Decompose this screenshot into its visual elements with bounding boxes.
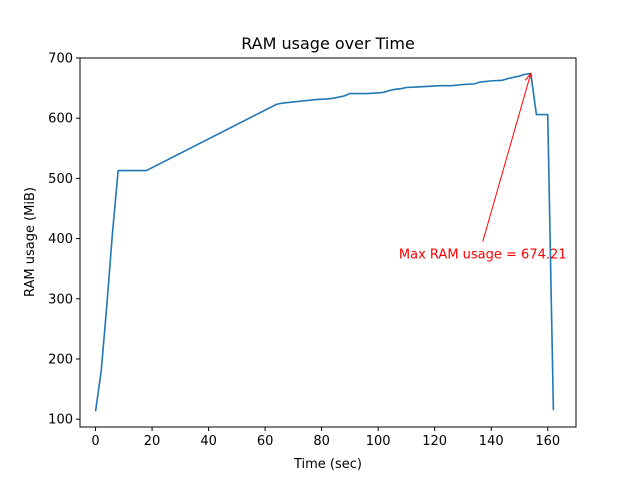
x-tick-label: 80 [313, 434, 330, 449]
x-tick-label: 0 [91, 434, 99, 449]
y-tick-label: 100 [48, 413, 73, 428]
y-tick-label: 300 [48, 292, 73, 307]
x-tick-label: 100 [366, 434, 391, 449]
x-axis-label: Time (sec) [293, 457, 362, 472]
annotation-arrow-head [524, 72, 533, 83]
plot-area: 0 20 40 60 80 100 120 140 160 100 200 300 400 500 600 7… [48, 52, 577, 449]
y-tick-label: 600 [48, 112, 73, 127]
axes-frame [79, 57, 577, 428]
x-tick-label: 40 [200, 434, 217, 449]
series-line-0 [94, 72, 555, 412]
annotation-arrow-shaft [482, 73, 532, 242]
y-tick-label: 500 [48, 172, 73, 187]
x-tick-label: 20 [144, 434, 161, 449]
y-tick-label: 200 [48, 352, 73, 367]
y-tick-label: 400 [48, 232, 73, 247]
y-axis-label: RAM usage (MiB) [23, 187, 38, 297]
chart-title: RAM usage over Time [241, 34, 415, 53]
x-tick-label: 160 [535, 434, 560, 449]
y-tick-label: 700 [48, 52, 73, 67]
x-tick-label: 120 [422, 434, 447, 449]
x-tick-label: 140 [479, 434, 504, 449]
x-tick-label: 60 [257, 434, 274, 449]
max-annotation-text: Max RAM usage = 674.21 [399, 248, 567, 263]
